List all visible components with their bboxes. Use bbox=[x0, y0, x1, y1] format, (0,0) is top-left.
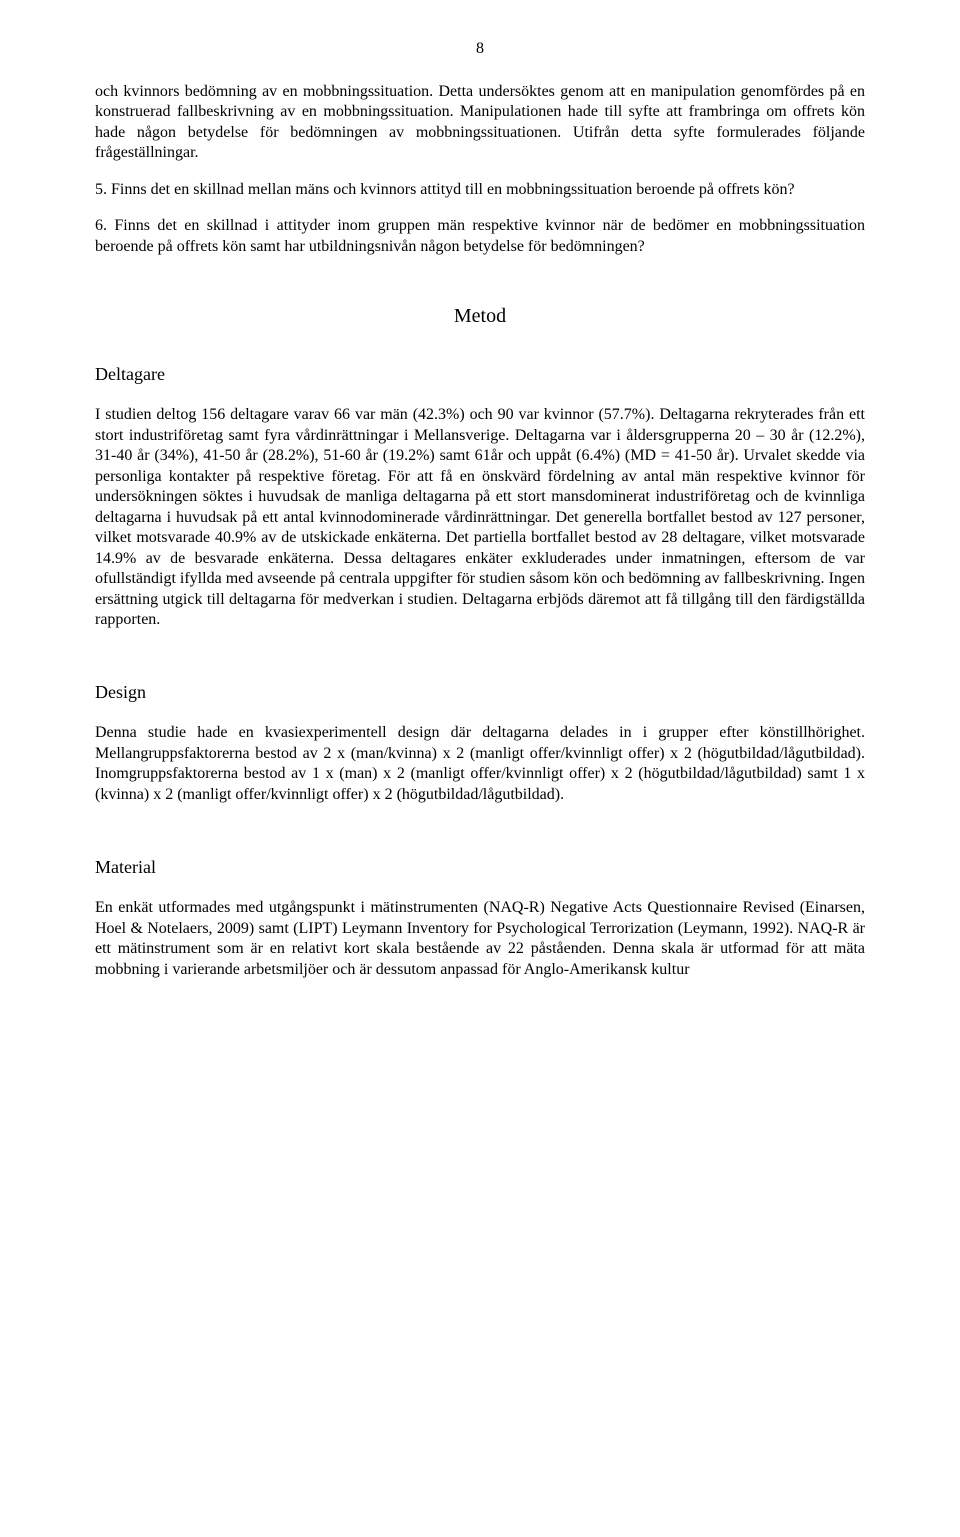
spacer bbox=[95, 646, 865, 682]
material-paragraph: En enkät utformades med utgångspunkt i m… bbox=[95, 898, 865, 980]
page-number: 8 bbox=[95, 40, 865, 58]
question-6: 6. Finns det en skillnad i attityder ino… bbox=[95, 216, 865, 257]
spacer bbox=[95, 821, 865, 857]
subsection-heading-design: Design bbox=[95, 682, 865, 703]
deltagare-paragraph: I studien deltog 156 deltagare varav 66 … bbox=[95, 405, 865, 630]
document-page: 8 och kvinnors bedömning av en mobbnings… bbox=[0, 0, 960, 1537]
design-paragraph: Denna studie hade en kvasiexperimentell … bbox=[95, 723, 865, 805]
subsection-heading-material: Material bbox=[95, 857, 865, 878]
intro-paragraph: och kvinnors bedömning av en mobbningssi… bbox=[95, 82, 865, 164]
subsection-heading-deltagare: Deltagare bbox=[95, 364, 865, 385]
section-heading-metod: Metod bbox=[95, 305, 865, 328]
question-5: 5. Finns det en skillnad mellan mäns och… bbox=[95, 180, 865, 200]
